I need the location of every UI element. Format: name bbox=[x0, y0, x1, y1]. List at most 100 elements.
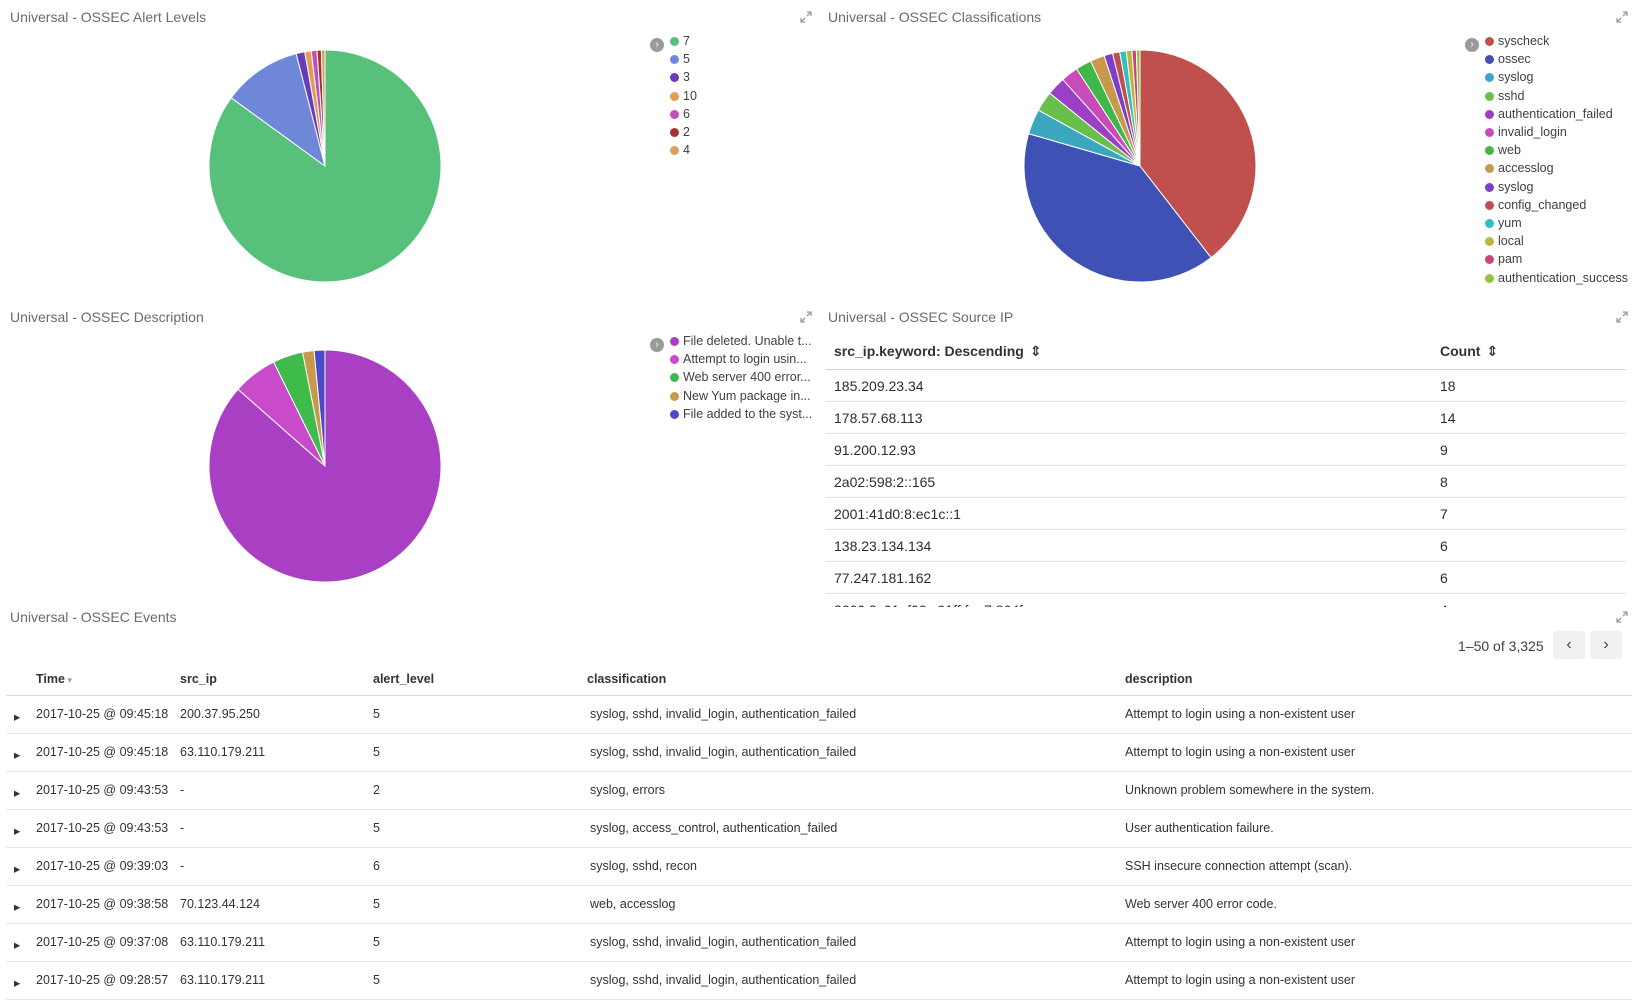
previous-page-button[interactable]: ‹ bbox=[1553, 631, 1585, 659]
event-row[interactable]: ▸ 2017-10-25 @ 09:45:18 63.110.179.211 5 sys… bbox=[6, 734, 1632, 772]
legend-item[interactable]: syslog bbox=[1485, 180, 1533, 199]
description-cell: Unknown problem somewhere in the system. bbox=[1125, 783, 1375, 797]
legend-item[interactable]: File added to the syst... bbox=[670, 407, 812, 426]
column-header-alert-level[interactable]: alert_level bbox=[373, 672, 435, 686]
expand-row-icon[interactable]: ▸ bbox=[14, 900, 21, 914]
column-header-src-ip[interactable]: src_ip bbox=[180, 672, 217, 686]
time-cell: 2017-10-25 @ 09:45:18 bbox=[36, 707, 169, 721]
expand-row-icon[interactable]: ▸ bbox=[14, 862, 21, 876]
expand-row-icon[interactable]: ▸ bbox=[14, 938, 21, 952]
alert-level-cell: 5 bbox=[373, 935, 380, 949]
chevron-right-icon[interactable]: › bbox=[1465, 38, 1479, 52]
legend-item[interactable]: 5 bbox=[670, 52, 690, 71]
legend-item[interactable]: authentication_failed bbox=[1485, 107, 1613, 126]
legend-label: pam bbox=[1498, 252, 1523, 267]
next-page-button[interactable]: › bbox=[1590, 631, 1622, 659]
legend-item[interactable]: authentication_success bbox=[1485, 271, 1628, 290]
legend-item[interactable]: yum bbox=[1485, 216, 1522, 235]
table-row: 91.200.12.93 9 bbox=[826, 434, 1626, 466]
expand-icon[interactable] bbox=[1616, 11, 1628, 23]
legend-label: Web server 400 error... bbox=[683, 370, 811, 385]
column-header-count[interactable]: Count ⇕ bbox=[1440, 343, 1498, 360]
pie-slice-file-added-to-the-syst-[interactable] bbox=[313, 349, 326, 467]
event-row[interactable]: ▸ 2017-10-25 @ 09:28:57 63.110.179.211 5 sys… bbox=[6, 962, 1632, 1000]
expand-icon[interactable] bbox=[1616, 611, 1628, 623]
src-ip-cell[interactable]: 138.23.134.134 bbox=[834, 538, 932, 554]
legend-item[interactable]: 3 bbox=[670, 70, 690, 89]
expand-row-icon[interactable]: ▸ bbox=[14, 748, 21, 762]
pie-slice-5[interactable] bbox=[230, 53, 326, 168]
classification-cell: syslog, sshd, recon bbox=[590, 859, 697, 873]
column-header-time[interactable]: Time ▾ bbox=[36, 672, 72, 686]
legend-item[interactable]: New Yum package in... bbox=[670, 389, 811, 408]
legend-color-dot bbox=[670, 91, 679, 101]
time-cell: 2017-10-25 @ 09:37:08 bbox=[36, 935, 169, 949]
pie-slice-authentication-success[interactable] bbox=[1135, 49, 1141, 167]
table-row: 138.23.134.134 6 bbox=[826, 530, 1626, 562]
legend-item[interactable]: 2 bbox=[670, 125, 690, 144]
legend-item[interactable]: 7 bbox=[670, 34, 690, 53]
legend-item[interactable]: sshd bbox=[1485, 89, 1524, 108]
src-ip-cell[interactable]: 91.200.12.93 bbox=[834, 442, 916, 458]
pie-slice-ossec[interactable] bbox=[1023, 133, 1212, 283]
legend-item[interactable]: local bbox=[1485, 234, 1524, 253]
legend-item[interactable]: 6 bbox=[670, 107, 690, 126]
legend-item[interactable]: invalid_login bbox=[1485, 125, 1567, 144]
description-cell: Attempt to login using a non-existent us… bbox=[1125, 745, 1355, 759]
pie-slice-4[interactable] bbox=[320, 49, 326, 167]
expand-row-icon[interactable]: ▸ bbox=[14, 786, 21, 800]
column-header-description[interactable]: description bbox=[1125, 672, 1193, 686]
src-ip-cell[interactable]: 178.57.68.113 bbox=[834, 410, 923, 426]
src-ip-cell[interactable]: 185.209.23.34 bbox=[834, 378, 924, 394]
description-pie-chart bbox=[208, 349, 442, 583]
legend-item[interactable]: File deleted. Unable t... bbox=[670, 334, 812, 353]
chevron-right-icon[interactable]: › bbox=[650, 38, 664, 52]
legend-item[interactable]: Attempt to login usin... bbox=[670, 352, 807, 371]
event-row[interactable]: ▸ 2017-10-25 @ 09:45:18 200.37.95.250 5 sysl… bbox=[6, 696, 1632, 734]
expand-icon[interactable] bbox=[800, 311, 812, 323]
src-ip-cell[interactable]: 2001:41d0:8:ec1c::1 bbox=[834, 506, 961, 522]
legend-item[interactable]: pam bbox=[1485, 252, 1522, 271]
sort-icon[interactable]: ⇕ bbox=[1025, 343, 1042, 359]
time-cell: 2017-10-25 @ 09:43:53 bbox=[36, 821, 169, 835]
legend-item[interactable]: 4 bbox=[670, 143, 690, 162]
event-row[interactable]: ▸ 2017-10-25 @ 09:43:53- 5 syslog, access_c… bbox=[6, 810, 1632, 848]
column-header-src-ip[interactable]: src_ip.keyword: Descending ⇕ bbox=[834, 343, 1041, 360]
event-row[interactable]: ▸ 2017-10-25 @ 09:43:53- 2 syslog, errors Un… bbox=[6, 772, 1632, 810]
expand-row-icon[interactable]: ▸ bbox=[14, 710, 21, 724]
src-ip-cell[interactable]: 2a02:598:2::165 bbox=[834, 474, 936, 490]
expand-row-icon[interactable]: ▸ bbox=[14, 976, 21, 990]
count-cell: 8 bbox=[1440, 474, 1448, 490]
legend-item[interactable]: config_changed bbox=[1485, 198, 1586, 217]
src-ip-cell: 70.123.44.124 bbox=[180, 897, 260, 911]
event-row[interactable]: ▸ 2017-10-25 @ 09:38:58 70.123.44.124 5 web,… bbox=[6, 886, 1632, 924]
chevron-right-icon[interactable]: › bbox=[650, 338, 664, 352]
expand-icon[interactable] bbox=[800, 11, 812, 23]
legend-item[interactable]: 10 bbox=[670, 89, 697, 108]
legend-label: 10 bbox=[683, 88, 697, 103]
pie-slice-syscheck[interactable] bbox=[1139, 49, 1257, 259]
event-row[interactable]: ▸ 2017-10-25 @ 09:39:03- 6 syslog, sshd, re… bbox=[6, 848, 1632, 886]
alert-levels-legend: › 7 5 3 10 6 2 4 bbox=[650, 34, 810, 174]
src-ip-cell[interactable]: 2600:3c01::f03c:91ff:fea7:864f bbox=[834, 602, 1023, 607]
legend-item[interactable]: accesslog bbox=[1485, 161, 1554, 180]
legend-item[interactable]: web bbox=[1485, 143, 1521, 162]
event-row[interactable]: ▸ 2017-10-25 @ 09:37:08 63.110.179.211 5 sys… bbox=[6, 924, 1632, 962]
sort-icon[interactable]: ⇕ bbox=[1482, 343, 1499, 359]
time-cell: 2017-10-25 @ 09:43:53 bbox=[36, 783, 169, 797]
legend-item[interactable]: ossec bbox=[1485, 52, 1531, 71]
column-header-classification[interactable]: classification bbox=[587, 672, 667, 686]
table-row: 2600:3c01::f03c:91ff:fea7:864f 4 bbox=[826, 594, 1626, 607]
legend-color-dot bbox=[670, 146, 679, 156]
count-cell: 14 bbox=[1440, 410, 1456, 426]
legend-label: authentication_failed bbox=[1498, 106, 1613, 121]
legend-item[interactable]: Web server 400 error... bbox=[670, 370, 811, 389]
src-ip-cell[interactable]: 77.247.181.162 bbox=[834, 570, 932, 586]
expand-icon[interactable] bbox=[1616, 311, 1628, 323]
expand-row-icon[interactable]: ▸ bbox=[14, 824, 21, 838]
legend-item[interactable]: syslog bbox=[1485, 70, 1533, 89]
time-cell: 2017-10-25 @ 09:45:18 bbox=[36, 745, 169, 759]
description-legend: › File deleted. Unable t... Attempt to lo… bbox=[650, 334, 812, 434]
legend-item[interactable]: syscheck bbox=[1485, 34, 1549, 53]
src-ip-cell: 63.110.179.211 bbox=[180, 935, 266, 949]
